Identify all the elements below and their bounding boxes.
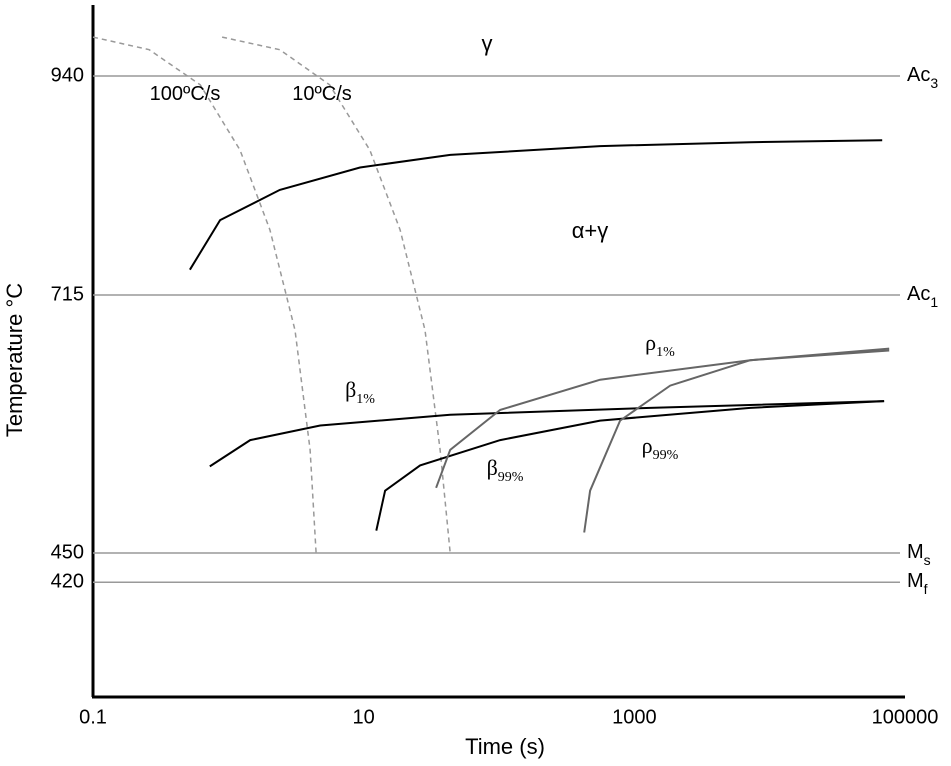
reference-label-main: Ac: [907, 283, 930, 305]
curve-label-sub: 1%: [356, 392, 375, 407]
x-tick-label: 10: [353, 706, 375, 728]
y-tick-label: 450: [51, 541, 84, 563]
curve-label: ρ99%: [642, 433, 679, 463]
curve-label: ρ1%: [645, 330, 675, 360]
curve-label: β1%: [345, 377, 375, 407]
curve-label-sub: 99%: [498, 470, 524, 485]
curve-label: 100ºC/s: [150, 83, 221, 105]
region-label: α+γ: [572, 218, 609, 243]
reference-label-main: M: [907, 541, 924, 563]
reference-label-sub: 1: [930, 294, 938, 310]
curve: [435, 347, 890, 489]
curve: [92, 36, 317, 554]
reference-label-sub: 3: [930, 75, 938, 91]
curve: [583, 349, 890, 533]
reference-label-sub: f: [924, 581, 928, 597]
curve-label-main: β: [487, 455, 498, 480]
curve-label-sub: 99%: [653, 448, 679, 463]
curve-label: 10ºC/s: [292, 83, 352, 105]
y-axis-title: Temperature °C: [2, 283, 27, 437]
reference-label-main: Ac: [907, 64, 930, 86]
curve-label-sub: 1%: [656, 345, 675, 360]
reference-label: Ac1: [907, 283, 938, 309]
curve-label: β99%: [487, 455, 524, 485]
y-tick-label: 420: [51, 570, 84, 592]
curve: [375, 400, 885, 531]
curve: [209, 400, 885, 468]
x-axis-title: Time (s): [465, 734, 545, 759]
y-tick-label: 940: [51, 64, 84, 86]
reference-label: Ac3: [907, 64, 938, 90]
reference-label-sub: s: [924, 552, 931, 568]
curve-label-main: ρ: [642, 433, 653, 458]
curve-label-main: ρ: [645, 330, 656, 355]
y-tick-label: 715: [51, 283, 84, 305]
curve: [189, 139, 883, 271]
reference-label: Ms: [907, 541, 931, 567]
x-tick-label: 0.1: [79, 706, 107, 728]
curve-label-main: 100ºC/s: [150, 83, 221, 105]
x-tick-label: 1000: [612, 706, 657, 728]
region-label: γ: [482, 31, 493, 56]
reference-label: Mf: [907, 570, 928, 596]
curve-label-main: β: [345, 377, 356, 402]
x-tick-label: 100000: [872, 706, 939, 728]
reference-label-main: M: [907, 570, 924, 592]
curve-label-main: 10ºC/s: [292, 83, 352, 105]
